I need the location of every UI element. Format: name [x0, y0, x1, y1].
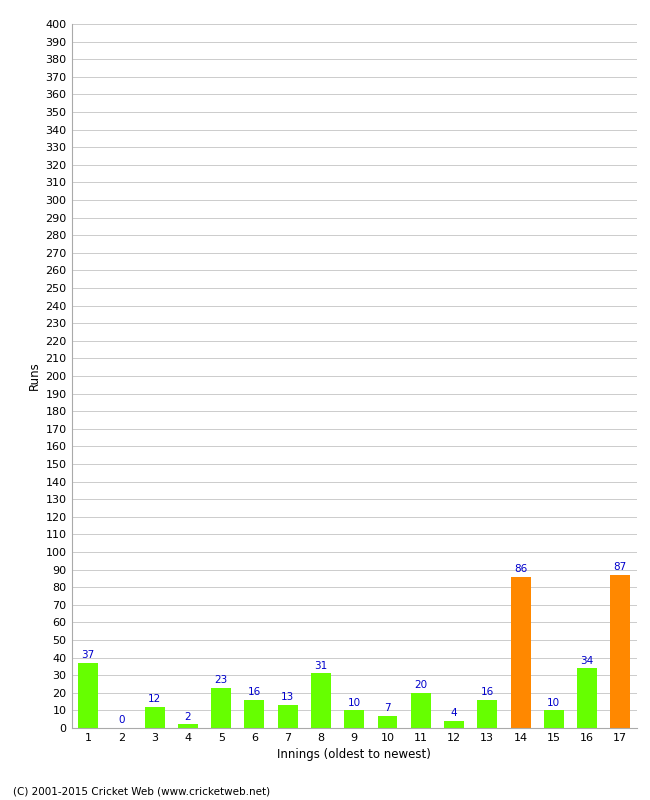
Bar	[511, 577, 530, 728]
Bar	[178, 725, 198, 728]
Text: 20: 20	[414, 680, 427, 690]
Text: 16: 16	[481, 687, 494, 697]
Bar	[378, 716, 398, 728]
Text: 10: 10	[547, 698, 560, 708]
Text: 0: 0	[118, 715, 125, 726]
Bar	[311, 674, 331, 728]
Bar	[278, 705, 298, 728]
Bar	[577, 668, 597, 728]
Text: 86: 86	[514, 564, 527, 574]
Bar	[477, 700, 497, 728]
Text: 7: 7	[384, 703, 391, 713]
Bar	[610, 575, 630, 728]
Bar	[544, 710, 564, 728]
Text: 4: 4	[450, 708, 458, 718]
X-axis label: Innings (oldest to newest): Innings (oldest to newest)	[278, 749, 431, 762]
Text: (C) 2001-2015 Cricket Web (www.cricketweb.net): (C) 2001-2015 Cricket Web (www.cricketwe…	[13, 786, 270, 796]
Text: 2: 2	[185, 712, 191, 722]
Bar	[211, 687, 231, 728]
Bar	[78, 663, 98, 728]
Bar	[444, 721, 464, 728]
Y-axis label: Runs: Runs	[28, 362, 41, 390]
Text: 31: 31	[315, 661, 328, 670]
Bar	[244, 700, 265, 728]
Bar	[344, 710, 364, 728]
Bar	[411, 693, 431, 728]
Text: 12: 12	[148, 694, 161, 704]
Text: 13: 13	[281, 693, 294, 702]
Bar	[145, 707, 164, 728]
Text: 10: 10	[348, 698, 361, 708]
Text: 87: 87	[614, 562, 627, 572]
Text: 37: 37	[81, 650, 95, 660]
Text: 34: 34	[580, 655, 593, 666]
Text: 23: 23	[214, 675, 227, 685]
Text: 16: 16	[248, 687, 261, 697]
